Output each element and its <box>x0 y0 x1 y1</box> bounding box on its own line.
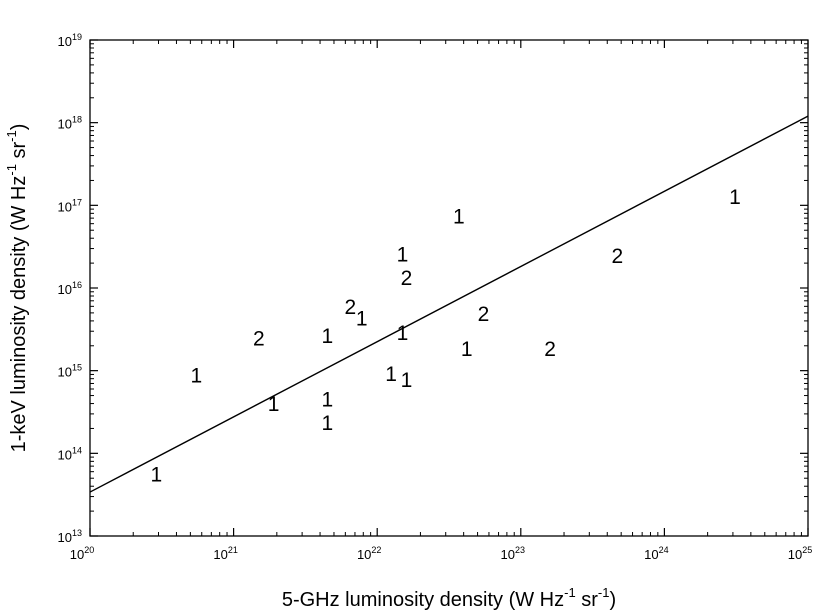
y-tick-base: 10 <box>58 365 72 380</box>
y-tick-label: 1019 <box>58 32 82 49</box>
y-axis-title-sup: -1 <box>4 130 19 142</box>
data-point-label: 1 <box>151 463 163 486</box>
data-point-label: 1 <box>401 369 413 392</box>
y-tick-label: 1016 <box>58 280 82 297</box>
data-point-label: 2 <box>544 338 556 361</box>
x-axis-title: 5-GHz luminosity density (W Hz-1 sr-1) <box>282 585 616 611</box>
x-axis-title-sup: -1 <box>598 585 610 600</box>
x-tick-labels: 1020 1021 1022 1023 1024 1025 <box>70 545 812 562</box>
data-point-label: 2 <box>611 245 623 268</box>
y-tick-base: 10 <box>58 447 72 462</box>
y-tick-label: 1015 <box>58 363 82 380</box>
data-point-label: 1 <box>397 322 409 345</box>
x-tick-exp: 23 <box>515 545 525 555</box>
x-axis-title-sup: -1 <box>564 585 576 600</box>
axis-ticks <box>89 39 809 537</box>
y-tick-exp: 14 <box>72 445 82 455</box>
x-axis-title-part: 5-GHz luminosity density (W Hz <box>282 589 564 611</box>
x-tick-label: 1021 <box>213 545 237 562</box>
data-point-label: 1 <box>356 308 368 331</box>
y-tick-base: 10 <box>58 199 72 214</box>
fit-line <box>89 115 809 493</box>
data-point-label: 1 <box>385 363 397 386</box>
x-axis-title-part: sr <box>576 589 599 611</box>
y-axis-title-part: sr <box>8 142 30 165</box>
y-tick-label: 1018 <box>58 115 82 132</box>
data-point-label: 1 <box>397 244 409 267</box>
data-point-label: 1 <box>322 325 334 348</box>
y-tick-label: 1014 <box>58 445 82 462</box>
data-point-label: 1 <box>190 365 202 388</box>
x-tick-base: 10 <box>644 547 658 562</box>
y-axis-title-part: 1-keV luminosity density (W Hz <box>8 176 30 453</box>
data-point-label: 2 <box>253 328 265 351</box>
x-tick-base: 10 <box>357 547 371 562</box>
data-point-label: 2 <box>344 296 356 319</box>
x-tick-exp: 24 <box>659 545 669 555</box>
y-tick-base: 10 <box>58 117 72 132</box>
y-tick-exp: 13 <box>72 528 82 538</box>
y-tick-base: 10 <box>58 34 72 49</box>
y-tick-base: 10 <box>58 530 72 545</box>
x-tick-label: 1024 <box>644 545 668 562</box>
data-point-label: 1 <box>322 412 334 435</box>
y-tick-label: 1017 <box>58 197 82 214</box>
y-tick-exp: 17 <box>72 197 82 207</box>
y-tick-base: 10 <box>58 282 72 297</box>
x-tick-exp: 25 <box>802 545 812 555</box>
y-axis-title-sup: -1 <box>4 164 19 176</box>
y-tick-exp: 18 <box>72 115 82 125</box>
y-axis-title: 1-keV luminosity density (W Hz-1 sr-1) <box>4 124 30 453</box>
x-tick-base: 10 <box>213 547 227 562</box>
x-tick-label: 1023 <box>501 545 525 562</box>
y-axis-title-part: ) <box>8 124 30 131</box>
data-point-label: 1 <box>461 338 473 361</box>
y-tick-exp: 19 <box>72 32 82 42</box>
x-tick-label: 1022 <box>357 545 381 562</box>
data-point-label: 1 <box>729 186 741 209</box>
x-tick-exp: 22 <box>371 545 381 555</box>
x-tick-label: 1025 <box>788 545 812 562</box>
data-point-label: 2 <box>478 303 490 326</box>
data-point-label: 1 <box>453 206 465 229</box>
x-tick-base: 10 <box>501 547 515 562</box>
y-tick-exp: 16 <box>72 280 82 290</box>
x-tick-label: 1020 <box>70 545 94 562</box>
data-point-label: 1 <box>322 389 334 412</box>
x-tick-exp: 21 <box>228 545 238 555</box>
x-tick-base: 10 <box>70 547 84 562</box>
plot-frame <box>89 39 809 537</box>
data-point-label: 2 <box>401 267 413 290</box>
x-tick-base: 10 <box>788 547 802 562</box>
y-tick-exp: 15 <box>72 363 82 373</box>
x-axis-title-part: ) <box>609 589 616 611</box>
x-tick-exp: 20 <box>84 545 94 555</box>
data-point-label: 1 <box>268 393 280 416</box>
y-tick-label: 1013 <box>58 528 82 545</box>
